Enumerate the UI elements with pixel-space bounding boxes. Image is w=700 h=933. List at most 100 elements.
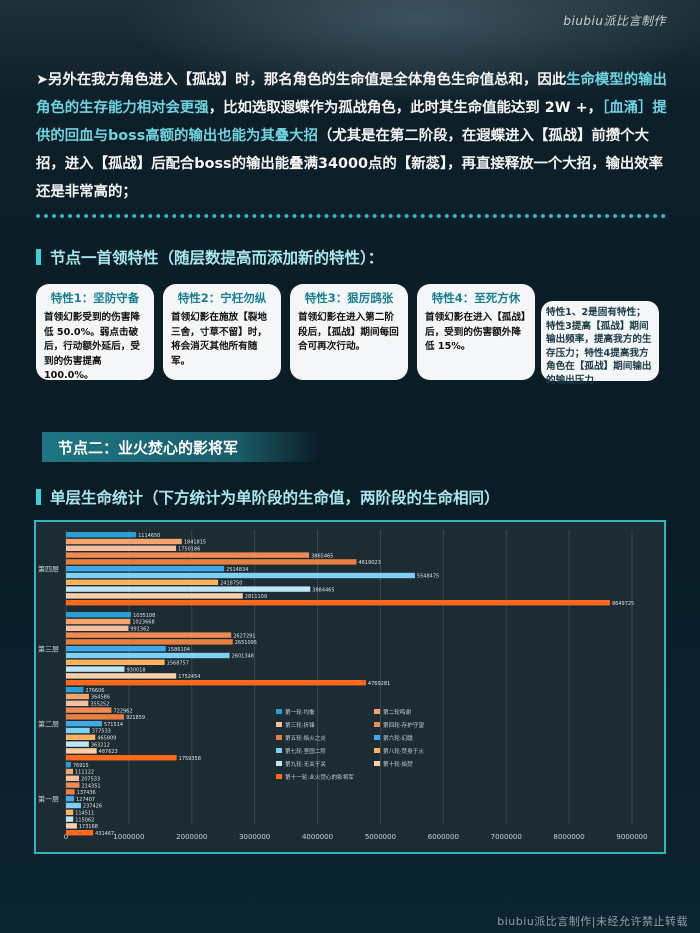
data-label: 1752454 — [178, 674, 200, 680]
legend-swatch — [374, 735, 380, 740]
watermark-top: biubiu派比言制作 — [563, 14, 666, 28]
data-label: 1035108 — [133, 613, 155, 619]
data-label: 571514 — [104, 722, 123, 728]
data-label: 2418750 — [220, 581, 242, 587]
legend-swatch — [276, 709, 282, 714]
data-label: 355252 — [90, 702, 109, 708]
para-highlight-2: ［血涌］提供的回血与boss高额的输出也能为其叠大招 — [36, 100, 667, 144]
legend-swatch — [276, 774, 282, 779]
bar — [66, 646, 166, 652]
trait-title: 特性1：坚防守备 — [50, 291, 140, 305]
x-tick-label: 5000000 — [365, 833, 396, 841]
para-mid: ，比如选取遐蝶作为孤战角色，此时其生命值能达到 2W +， — [208, 100, 603, 116]
bar — [66, 559, 357, 565]
bar — [66, 830, 94, 836]
data-label: 3865465 — [311, 553, 333, 559]
legend-label: 第六轮·幻胧 — [383, 734, 413, 742]
legend-label: 第三轮·折锋 — [285, 721, 315, 729]
data-label: 1750186 — [178, 547, 200, 553]
legend-swatch — [374, 748, 380, 753]
legend-label: 第九轮·无关于关 — [285, 760, 326, 768]
section1-heading: 节点一首领特性（随层数提高而添加新的特性）： — [36, 246, 383, 268]
bar — [66, 687, 84, 693]
bar — [66, 782, 80, 788]
x-tick-label: 0 — [64, 833, 68, 841]
bar — [66, 714, 124, 720]
data-label: 1586104 — [168, 647, 190, 653]
x-tick-label: 1000000 — [113, 833, 144, 841]
bar — [66, 727, 90, 734]
bar — [66, 593, 243, 599]
section2-banner: 节点二：业火焚心的影将军 — [42, 432, 320, 462]
watermark-bottom: biubiu派比言制作|未经允许禁止转载 — [497, 915, 688, 928]
section-bar-icon — [36, 489, 41, 505]
trait-card-3: 特性3：狠厉鸱张 首领幻影在进入第二阶段后，【孤战】期间每回合可再次行动。 — [290, 284, 408, 380]
bar — [66, 823, 77, 829]
trait-body: 首领幻影在进入第二阶段后，【孤战】期间每回合可再次行动。 — [298, 312, 399, 352]
y-category-label: 第四层 — [38, 564, 59, 573]
data-label: 487623 — [99, 749, 118, 755]
data-label: 115062 — [75, 817, 94, 823]
data-label: 1841815 — [184, 540, 206, 546]
section2-title: 节点二：业火焚心的影将军 — [58, 438, 239, 457]
trait-body: 首领幻影在进入【孤战】后，受到的伤害额外降低 15%。 — [425, 312, 526, 352]
legend-swatch — [374, 722, 380, 727]
trait-title: 特性4：至死方休 — [431, 291, 521, 305]
bar — [66, 721, 102, 727]
bar — [66, 538, 182, 545]
data-label: 214351 — [81, 783, 100, 789]
legend-label: 第八轮·焚身于火 — [383, 747, 424, 755]
bar — [66, 532, 137, 538]
x-tick-label: 4000000 — [302, 833, 333, 841]
bar — [66, 612, 132, 618]
trait-body: 首领幻影在施放【裂地三舍，寸草不留】时，将会消灭其他所有随军。 — [171, 312, 267, 367]
bar — [66, 673, 177, 679]
y-category-label: 第二层 — [38, 719, 59, 728]
legend-swatch — [276, 735, 282, 740]
legend-label: 第五轮·焰火之炎 — [285, 734, 326, 742]
bar — [66, 741, 89, 747]
data-label: 991362 — [130, 627, 149, 633]
bar — [66, 632, 232, 638]
bar — [66, 789, 75, 795]
section1-title: 节点一首领特性（随层数提高而添加新的特性）： — [50, 249, 384, 267]
data-label: 1114650 — [138, 533, 160, 539]
bar — [66, 755, 177, 761]
intro-paragraph: ➤另外在我方角色进入【孤战】时，那名角色的生命值是全体角色生命值总和，因此生命模… — [36, 66, 668, 206]
legend-label: 第十一轮·业火焚心的影将军 — [285, 773, 354, 781]
legend-label: 第四轮·存护守望 — [383, 721, 424, 729]
data-label: 207533 — [81, 777, 100, 783]
data-label: 237426 — [83, 804, 102, 810]
bar — [66, 775, 80, 781]
bar — [66, 586, 311, 592]
data-label: 377533 — [92, 729, 111, 735]
bar — [66, 639, 233, 645]
section-bar-icon — [36, 249, 41, 265]
bar — [66, 659, 165, 665]
trait-body: 首领幻影受到的伤害降低 50.0%。弱点击破后，行动额外延后，受到的伤害提高10… — [44, 312, 140, 381]
bar — [66, 652, 230, 659]
y-category-label: 第三层 — [38, 644, 59, 653]
bar — [66, 748, 97, 754]
data-label: 111122 — [75, 770, 94, 776]
data-label: 2627291 — [233, 633, 255, 639]
bar — [66, 625, 129, 631]
data-label: 930018 — [126, 667, 145, 673]
data-label: 4769281 — [368, 681, 390, 687]
data-label: 921859 — [126, 715, 145, 721]
data-label: 2601348 — [232, 654, 254, 660]
chart-frame: 0 1000000 2000000 3000000 4000000 5000000 6000… — [34, 520, 666, 854]
data-label: 2811109 — [245, 594, 267, 600]
data-label: 276606 — [85, 688, 104, 694]
bar — [66, 680, 366, 686]
legend-label: 第七轮·坚固二阶 — [285, 747, 326, 755]
legend-swatch — [276, 748, 282, 753]
x-tick-label: 6000000 — [428, 833, 459, 841]
legend-label: 第一轮·均衡 — [285, 708, 315, 716]
bar — [66, 693, 89, 700]
x-tick-label: 7000000 — [491, 833, 522, 841]
y-category-label: 第一层 — [38, 794, 59, 803]
x-tick-label: 2000000 — [176, 833, 207, 841]
data-label: 127407 — [76, 797, 95, 803]
data-label: 114511 — [75, 811, 94, 817]
